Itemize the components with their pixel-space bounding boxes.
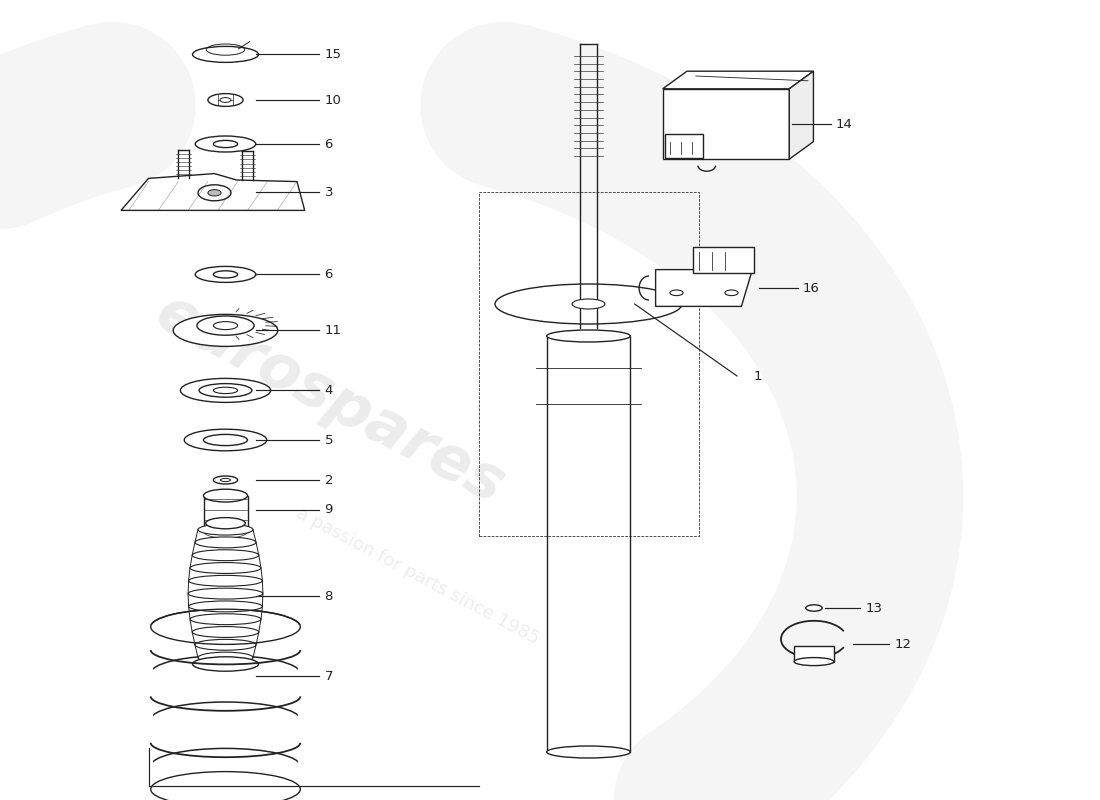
Ellipse shape xyxy=(204,526,248,538)
Ellipse shape xyxy=(192,657,258,671)
Ellipse shape xyxy=(190,562,261,574)
Text: 15: 15 xyxy=(324,48,341,61)
Text: 14: 14 xyxy=(836,118,852,130)
Ellipse shape xyxy=(174,314,277,346)
Text: 16: 16 xyxy=(803,282,820,294)
Text: 13: 13 xyxy=(866,602,882,614)
Text: a passion for parts since 1985: a passion for parts since 1985 xyxy=(294,504,542,648)
Ellipse shape xyxy=(188,575,263,586)
Text: 6: 6 xyxy=(324,138,333,150)
Text: 1: 1 xyxy=(754,370,762,382)
Text: 4: 4 xyxy=(324,384,333,397)
Ellipse shape xyxy=(196,266,255,282)
Ellipse shape xyxy=(208,190,221,196)
Text: 2: 2 xyxy=(324,474,333,486)
Ellipse shape xyxy=(213,387,238,394)
Text: 12: 12 xyxy=(894,638,911,650)
Ellipse shape xyxy=(670,290,683,296)
Ellipse shape xyxy=(495,284,682,324)
Bar xyxy=(547,336,630,752)
Polygon shape xyxy=(662,89,790,159)
Ellipse shape xyxy=(198,652,253,663)
Ellipse shape xyxy=(199,383,252,397)
Ellipse shape xyxy=(213,322,238,330)
Ellipse shape xyxy=(192,46,258,62)
Ellipse shape xyxy=(220,478,231,482)
Ellipse shape xyxy=(204,490,248,502)
Ellipse shape xyxy=(208,94,243,106)
Ellipse shape xyxy=(195,639,256,650)
Text: 6: 6 xyxy=(324,268,333,281)
Bar xyxy=(664,134,704,158)
Text: 3: 3 xyxy=(324,186,333,198)
Ellipse shape xyxy=(192,626,258,638)
Text: eurospares: eurospares xyxy=(145,283,515,517)
Text: 8: 8 xyxy=(324,590,333,602)
Ellipse shape xyxy=(213,141,238,147)
Bar xyxy=(204,495,248,532)
Ellipse shape xyxy=(180,378,271,402)
Bar xyxy=(794,646,834,662)
Text: 5: 5 xyxy=(324,434,333,446)
Bar xyxy=(478,192,698,536)
Bar xyxy=(693,247,754,273)
Ellipse shape xyxy=(206,518,245,529)
Polygon shape xyxy=(790,71,814,159)
Ellipse shape xyxy=(190,614,261,625)
Ellipse shape xyxy=(196,136,255,152)
Ellipse shape xyxy=(188,601,263,612)
Ellipse shape xyxy=(220,98,231,102)
Ellipse shape xyxy=(547,746,630,758)
Ellipse shape xyxy=(198,185,231,201)
Ellipse shape xyxy=(188,588,263,599)
Ellipse shape xyxy=(192,550,258,561)
Polygon shape xyxy=(662,71,814,89)
Ellipse shape xyxy=(213,270,238,278)
Ellipse shape xyxy=(794,658,834,666)
Ellipse shape xyxy=(725,290,738,296)
Ellipse shape xyxy=(195,537,256,548)
Ellipse shape xyxy=(213,476,238,484)
Polygon shape xyxy=(121,174,305,210)
Ellipse shape xyxy=(204,434,248,446)
Text: 7: 7 xyxy=(324,670,333,682)
Ellipse shape xyxy=(805,605,823,611)
Ellipse shape xyxy=(185,429,266,451)
Ellipse shape xyxy=(547,330,630,342)
Text: 9: 9 xyxy=(324,503,333,516)
Ellipse shape xyxy=(197,316,254,335)
Text: 10: 10 xyxy=(324,94,341,106)
Ellipse shape xyxy=(198,524,253,535)
Ellipse shape xyxy=(572,299,605,309)
Polygon shape xyxy=(656,270,752,306)
Text: 11: 11 xyxy=(324,324,341,337)
